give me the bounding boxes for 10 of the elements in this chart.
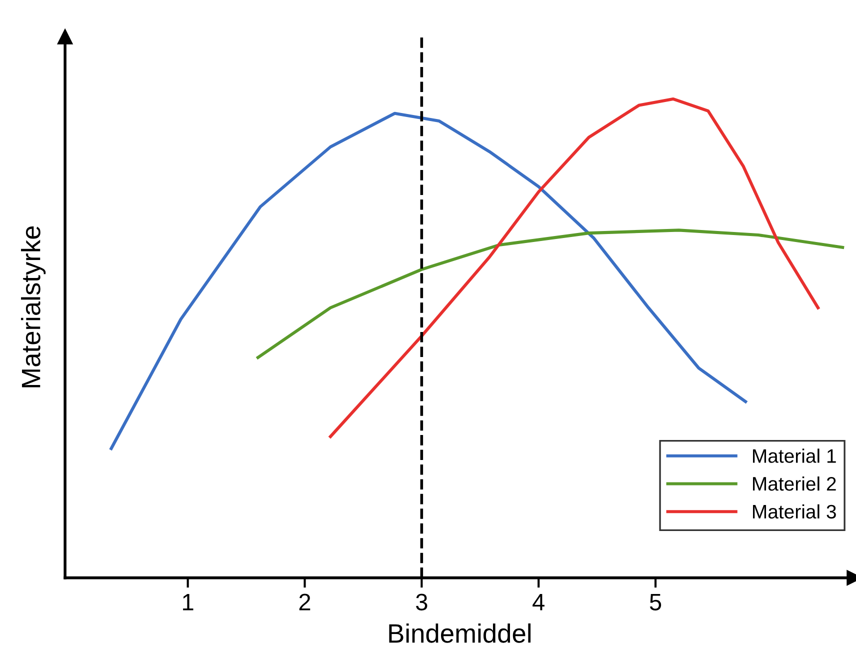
legend-label: Material 1	[753, 448, 836, 463]
legend-label: Materiel 2	[753, 476, 836, 491]
y-axis-title: Materialstyrke	[21, 226, 46, 388]
x-tick-label: 5	[650, 594, 662, 610]
x-tick-label: 2	[299, 594, 310, 610]
x-tick-label: 1	[183, 594, 194, 610]
x-axis-title: Bindemiddel	[389, 623, 531, 643]
legend-label: Material 3	[753, 504, 836, 519]
x-tick-label: 4	[532, 594, 544, 610]
x-tick-label: 3	[416, 594, 428, 610]
